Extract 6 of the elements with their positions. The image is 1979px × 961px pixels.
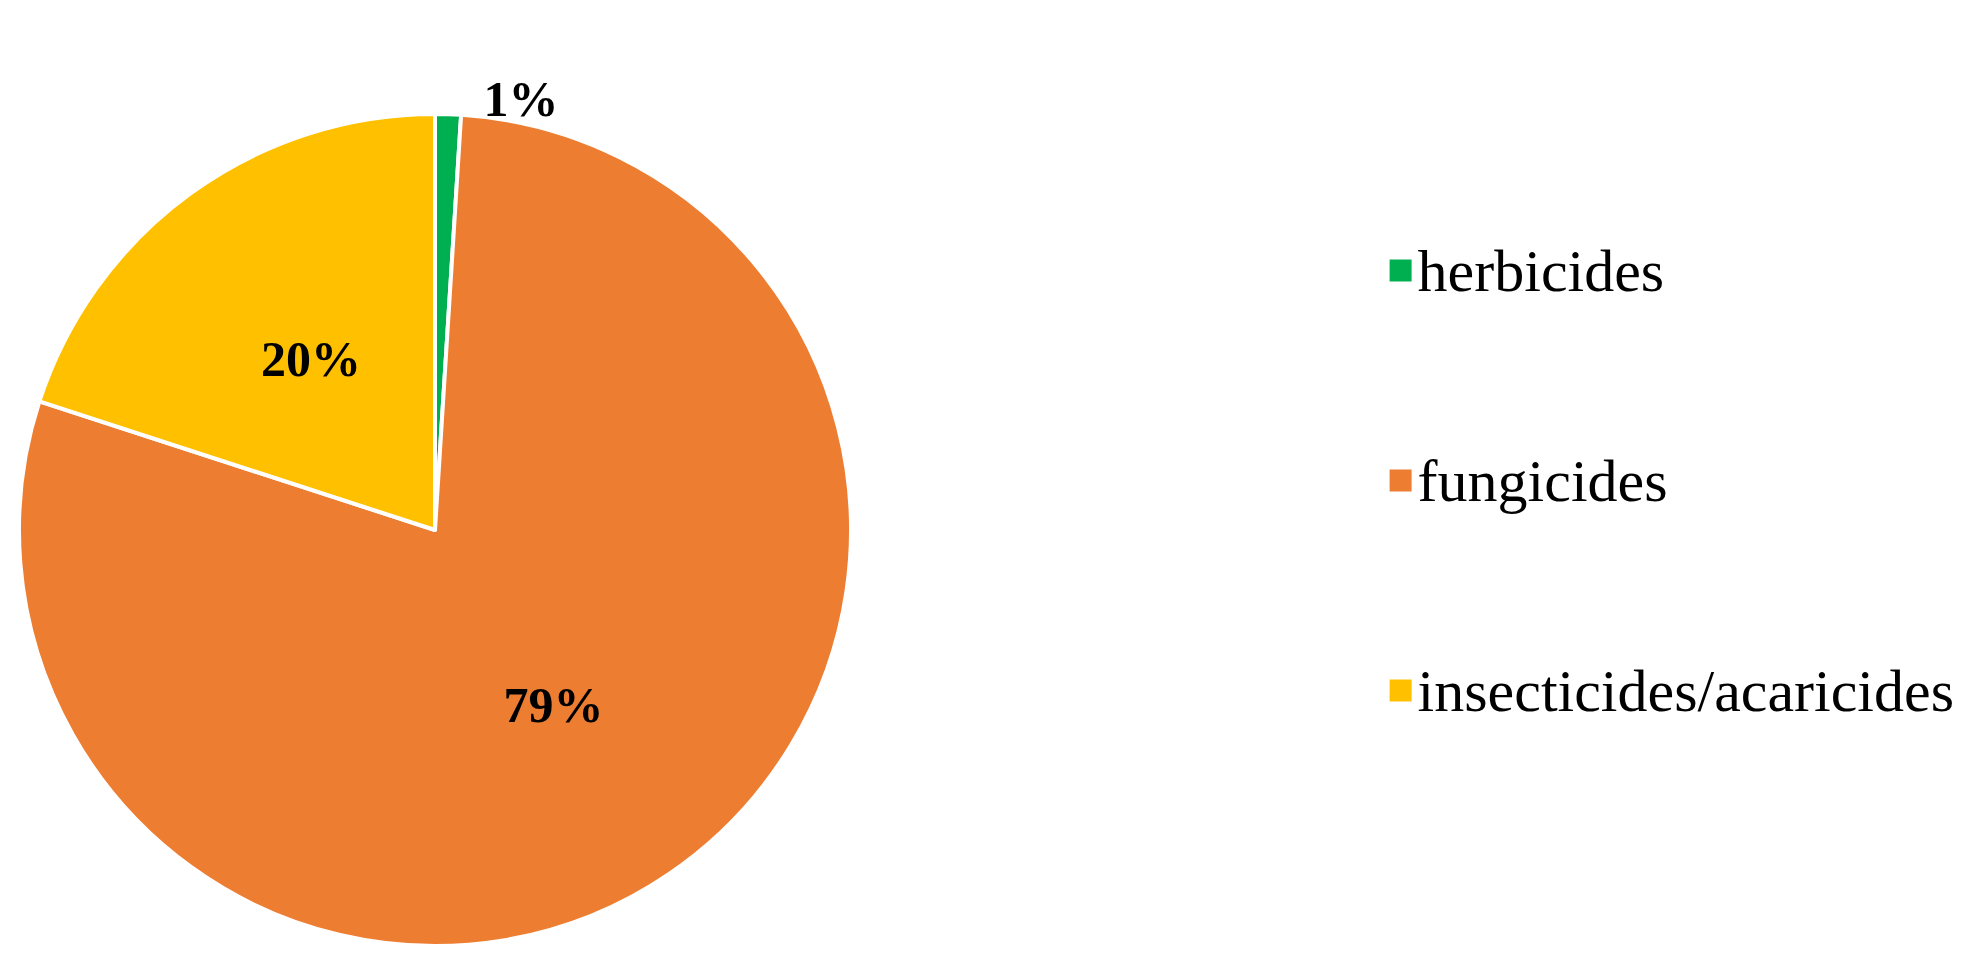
data-label: 1% [483, 71, 559, 128]
legend-label: insecticides/acaricides [1417, 657, 1955, 724]
data-label: 20% [260, 331, 361, 388]
legend-label: herbicides [1417, 237, 1665, 304]
data-label: 79% [503, 676, 604, 733]
legend-label: fungicides [1417, 447, 1668, 514]
